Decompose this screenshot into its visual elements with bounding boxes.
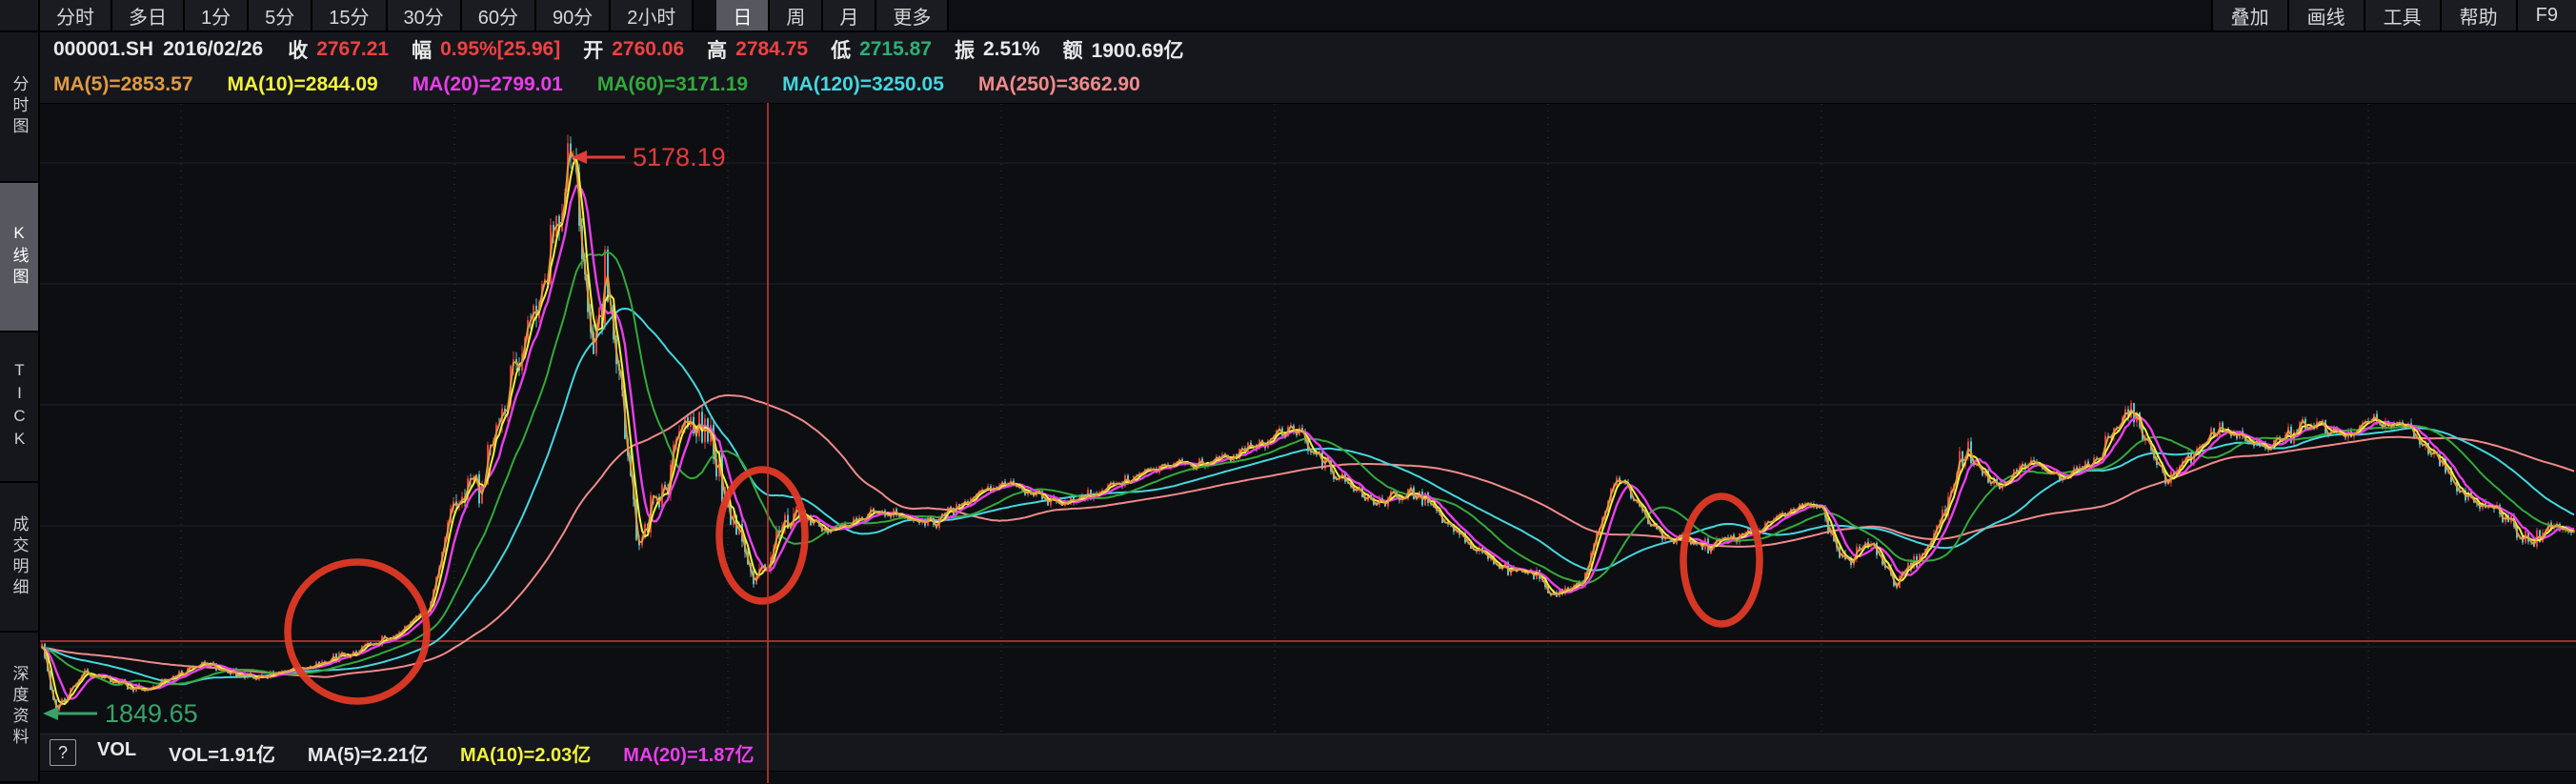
quote-field-label: 振: [954, 40, 975, 62]
quote-field-label: 高: [707, 40, 728, 62]
ma-legend-2: MA(20)=2799.01: [412, 73, 563, 95]
quote-date: 2016/02/26: [163, 38, 264, 60]
symbol-label: 000001.SH: [53, 38, 154, 60]
period-tabbar: 分时 多日 1分 5分 15分 30分 60分 90分 2小时日周月更多 叠加 画线 工具 帮助 F9: [0, 0, 2576, 32]
tool-button-0[interactable]: 叠加: [2210, 0, 2287, 30]
period-tab-7[interactable]: 90分: [536, 0, 612, 30]
vol-legend-1: VOL=1.91亿: [169, 744, 275, 766]
quote-field-6: 额 1900.69亿: [1063, 35, 1184, 64]
ma-line-10: [41, 156, 2575, 706]
quote-fields: 收 2767.21 幅 0.95%[25.96] 开 2760.06 高 2784.75 低 27…: [288, 35, 1206, 64]
quote-field-4: 低 2715.87: [831, 35, 932, 64]
quote-field-2: 开 2760.06: [583, 35, 684, 64]
quote-field-value: 0.95%[25.96]: [440, 38, 561, 60]
volume-pane[interactable]: [40, 771, 2576, 784]
period-tab-6[interactable]: 60分: [461, 0, 536, 30]
vol-legend-0: VOL: [97, 738, 137, 760]
period-tab-0[interactable]: 分时: [40, 0, 112, 30]
ma-legend-4: MA(120)=3250.05: [782, 73, 944, 95]
annotation-ellipse[interactable]: [284, 558, 431, 705]
high-price-label: 5178.19: [633, 143, 726, 171]
quote-field-0: 收 2767.21: [288, 35, 389, 64]
sidebar-item-2[interactable]: TICK: [0, 332, 38, 483]
left-sidebar: 分时图 K线图 TICK 成交明细 深度资料: [0, 32, 40, 783]
ma-line-250: [41, 393, 2575, 678]
low-arrowhead: [43, 707, 58, 720]
quote-bar: 000001.SH 2016/02/26 收 2767.21 幅 0.95%[25.9…: [40, 32, 2576, 67]
sidebar-item-1[interactable]: K线图: [0, 182, 38, 333]
toolbar-buttons: 叠加 画线 工具 帮助 F9: [2210, 0, 2576, 30]
low-price-label: 1849.65: [105, 699, 198, 728]
high-arrowhead: [572, 151, 587, 164]
period-tab-1[interactable]: 多日: [112, 0, 185, 30]
quote-field-3: 高 2784.75: [707, 35, 808, 64]
period-tab-8[interactable]: 2小时: [611, 0, 694, 30]
quote-field-value: 2.51%: [982, 38, 1040, 60]
tool-button-3[interactable]: 帮助: [2439, 0, 2516, 30]
ma-legend-0: MA(5)=2853.57: [53, 73, 193, 95]
quote-field-5: 振 2.51%: [955, 35, 1040, 64]
volume-indicator-bar: ? VOL VOL=1.91亿 MA(5)=2.21亿 MA(10)=2.03亿 MA(…: [40, 734, 2576, 771]
quote-field-label: 收: [288, 40, 309, 62]
period-tab-10[interactable]: 周: [770, 0, 824, 30]
tool-button-1[interactable]: 画线: [2286, 0, 2364, 30]
quote-field-value: 2767.21: [316, 38, 390, 60]
quote-field-label: 开: [583, 40, 604, 62]
quote-field-value: 2760.06: [612, 38, 685, 60]
period-tab-4[interactable]: 15分: [312, 0, 388, 30]
ma-line-120: [41, 308, 2575, 686]
period-tab-5[interactable]: 30分: [387, 0, 462, 30]
ma-line-5: [41, 150, 2575, 709]
quote-field-value: 2784.75: [735, 38, 809, 60]
topbar-spacer: [949, 0, 2211, 30]
vol-legend-2: MA(5)=2.21亿: [307, 744, 428, 766]
ma-legend-bar: MA(5)=2853.57 MA(10)=2844.09 MA(20)=2799.0…: [40, 67, 2576, 104]
quote-field-label: 低: [831, 40, 852, 62]
vol-legend-4: MA(20)=1.87亿: [623, 744, 755, 766]
sidebar-item-0[interactable]: 分时图: [0, 32, 38, 183]
ma-line-20: [41, 184, 2575, 700]
tab-group-gap: [694, 0, 717, 30]
period-tab-12[interactable]: 更多: [876, 0, 950, 30]
vol-legend-3: MA(10)=2.03亿: [460, 744, 592, 766]
topbar-corner: [0, 0, 40, 30]
quote-field-label: 额: [1062, 40, 1083, 62]
annotation-ellipse[interactable]: [715, 466, 809, 605]
period-tabs: 分时 多日 1分 5分 15分 30分 60分 90分 2小时日周月更多: [40, 0, 950, 30]
quote-field-1: 幅 0.95%[25.96]: [412, 35, 560, 64]
ma-legend-5: MA(250)=3662.90: [977, 73, 1140, 95]
period-tab-11[interactable]: 月: [823, 0, 877, 30]
sidebar-item-4[interactable]: 深度资料: [0, 633, 38, 783]
quote-field-value: 1900.69亿: [1091, 40, 1184, 62]
quote-field-label: 幅: [412, 40, 433, 62]
tool-button-2[interactable]: 工具: [2363, 0, 2440, 30]
candlestick-chart-svg[interactable]: 5178.19 1849.65: [40, 104, 2576, 734]
annotation-ellipse[interactable]: [1680, 493, 1763, 628]
ma-legend-3: MA(60)=3171.19: [596, 73, 749, 95]
price-chart[interactable]: 5178.19 1849.65: [40, 104, 2576, 734]
sidebar-item-3[interactable]: 成交明细: [0, 483, 38, 633]
main-panel: 000001.SH 2016/02/26 收 2767.21 幅 0.95%[25.9…: [40, 32, 2576, 784]
quote-field-value: 2715.87: [859, 38, 932, 60]
period-tab-9[interactable]: 日: [716, 0, 771, 30]
period-tab-2[interactable]: 1分: [185, 0, 250, 30]
period-tab-3[interactable]: 5分: [249, 0, 313, 30]
tool-button-4[interactable]: F9: [2515, 0, 2576, 30]
ma-legend-1: MA(10)=2844.09: [227, 73, 378, 95]
volume-values: VOL VOL=1.91亿 MA(5)=2.21亿 MA(10)=2.03亿 MA(20…: [97, 739, 787, 767]
help-button[interactable]: ?: [50, 739, 76, 766]
